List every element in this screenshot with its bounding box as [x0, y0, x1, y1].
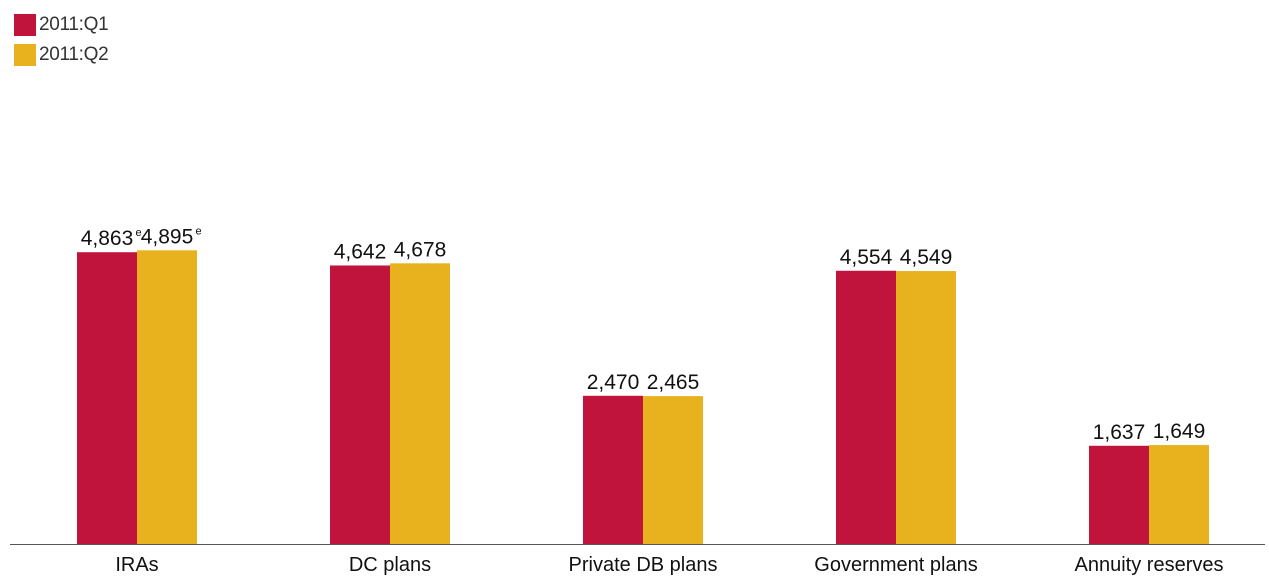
- estimate-mark-q1-0: e: [136, 227, 142, 239]
- value-label-q1-4: 1,637: [1093, 421, 1146, 444]
- value-label-q1-3: 4,554: [840, 246, 893, 269]
- category-label-3: Government plans: [814, 554, 977, 576]
- bar-q2-4: [1149, 445, 1209, 544]
- value-label-q1-1: 4,642: [334, 240, 387, 263]
- value-label-q2-0: 4,895: [141, 225, 194, 248]
- legend-item-q1: 2011:Q1: [14, 10, 109, 40]
- bar-q1-2: [583, 395, 643, 544]
- estimate-mark-q2-0: e: [196, 225, 202, 237]
- bar-q2-1: [390, 263, 450, 544]
- chart-legend: 2011:Q1 2011:Q2: [14, 10, 109, 70]
- bar-q1-0: [77, 252, 137, 544]
- category-label-1: DC plans: [349, 554, 431, 576]
- value-label-q2-2: 2,465: [647, 371, 700, 394]
- value-label-q2-1: 4,678: [394, 238, 447, 261]
- value-label-q2-4: 1,649: [1153, 420, 1206, 443]
- value-label-q1-2: 2,470: [587, 371, 640, 394]
- category-label-2: Private DB plans: [569, 554, 718, 576]
- bar-q1-4: [1089, 445, 1149, 544]
- legend-label-q1: 2011:Q1: [39, 14, 109, 35]
- legend-item-q2: 2011:Q2: [14, 40, 109, 70]
- legend-swatch-q2: [14, 44, 36, 66]
- value-label-q1-0: 4,863: [81, 227, 134, 250]
- bar-q2-0: [137, 250, 197, 545]
- category-label-4: Annuity reserves: [1075, 554, 1224, 576]
- bar-q2-2: [643, 396, 703, 544]
- legend-swatch-q1: [14, 14, 36, 36]
- value-label-q2-3: 4,549: [900, 246, 953, 269]
- category-label-0: IRAs: [115, 554, 158, 576]
- legend-label-q2: 2011:Q2: [39, 44, 109, 65]
- bar-q1-3: [836, 270, 896, 544]
- bar-q1-1: [330, 265, 390, 544]
- bar-q2-3: [896, 271, 956, 544]
